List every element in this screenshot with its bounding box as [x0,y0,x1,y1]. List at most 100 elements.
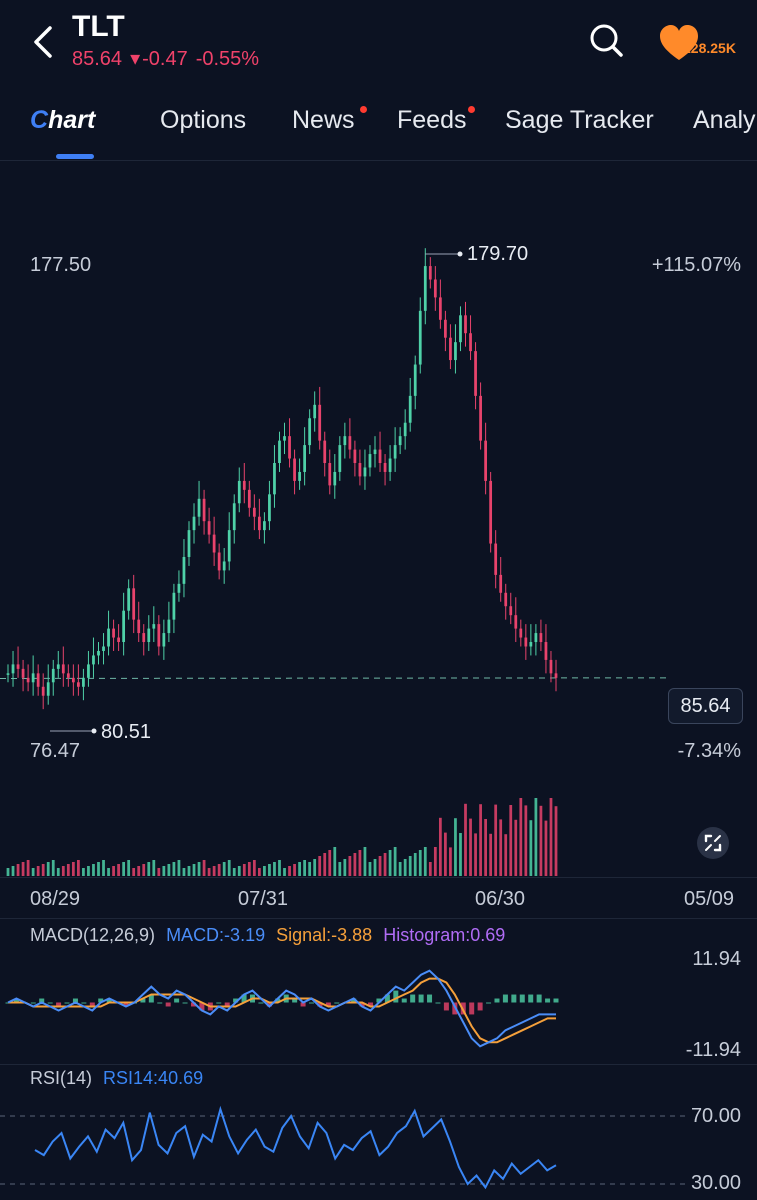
candle-body [237,480,241,504]
tab-bar: Chart Options News Feeds Sage Tracker An… [0,100,757,161]
candle-body [147,628,151,643]
candle-body [438,297,442,320]
candle-body [383,463,387,472]
volume-bar [6,868,10,876]
macd-histogram-bar [39,998,45,1003]
candle-body [283,436,286,441]
search-icon[interactable] [586,20,626,60]
macd-histogram-bar [275,998,281,1003]
price-chart[interactable] [0,0,757,890]
volume-bar [207,868,211,876]
volume-bar [51,860,55,876]
volume-bar [252,860,256,876]
candle-body [26,677,30,683]
tab-news[interactable]: News [292,106,355,134]
candle-body [41,686,45,696]
volume-bar [449,847,452,876]
tab-sage-tracker[interactable]: Sage Tracker [505,106,654,134]
volume-bar [373,859,377,876]
candle-body [127,588,131,611]
candle-body [353,449,357,464]
fullscreen-button[interactable] [697,827,729,859]
tab-feeds[interactable]: Feeds [397,106,467,134]
down-arrow-icon: ▾ [130,48,141,70]
volume-bar [137,866,141,876]
volume-bar [61,866,65,876]
heart-icon[interactable] [658,24,748,64]
macd-histogram-bar [56,1002,62,1007]
candle-body [36,673,40,687]
volume-bar [182,868,186,876]
volume-bar [107,868,110,876]
favorites-count: 128.25K [683,40,736,56]
volume-bar [92,864,95,876]
candle-body [388,458,392,472]
candle-body [373,449,377,455]
candle-body [112,628,115,638]
candle-body [142,633,146,643]
macd-legend: MACD(12,26,9) MACD:-3.19 Signal:-3.88 Hi… [30,925,505,946]
macd-histogram-bar [384,994,390,1003]
volume-bar [504,834,508,876]
macd-histogram-bar [469,1002,475,1015]
volume-bar [77,860,80,876]
macd-histogram-bar [98,998,104,1003]
macd-histogram-bar [199,1002,205,1011]
candle-body [413,364,417,396]
macd-histogram-bar [502,994,508,1003]
back-icon[interactable] [28,22,58,62]
candle-body [157,624,161,647]
last-price-tag: 85.64 [668,688,743,724]
candle-body [449,337,452,361]
candle-body [393,445,397,459]
candle-body [212,534,216,553]
volume-bar [333,847,337,876]
macd-value: MACD:-3.19 [166,925,266,945]
candle-body [433,279,437,298]
rsi-chart[interactable] [0,1090,757,1200]
feeds-badge-dot [468,106,475,113]
volume-bar [21,862,25,876]
candle-body [408,395,412,423]
macd-histogram-bar [351,998,357,1003]
candle-body [378,449,382,464]
volume-bar [142,864,146,876]
volume-bar [464,803,467,876]
x-tick-2: 07/31 [238,888,289,910]
candle-body [66,673,70,678]
candle-body [323,440,327,464]
volume-bar [227,860,231,876]
candle-body [263,521,266,531]
candle-body [428,266,432,280]
candle-body [338,445,342,472]
volume-bar [242,864,246,876]
candle-body [554,673,558,678]
volume-bar [428,862,432,876]
tab-analysis[interactable]: Analy [693,106,756,134]
macd-histogram-bar [368,1002,374,1007]
tab-chart[interactable]: Chart [30,106,95,135]
volume-bar [102,860,105,876]
candle-body [464,315,467,334]
candle-body [303,445,307,472]
candle-body [122,610,126,643]
macd-histogram-bar [89,1002,95,1007]
macd-histogram-bar [401,998,407,1003]
candle-body [192,516,196,531]
candle-body [87,664,90,678]
macd-chart[interactable] [0,950,757,1070]
volume-bar [303,860,307,876]
macd-histogram-bar [494,998,500,1003]
macd-histogram-bar [359,1002,365,1007]
volume-bar [293,864,296,876]
candle-body [328,463,332,486]
candle-body [308,418,312,446]
macd-histogram-bar [300,1002,306,1007]
volume-bar [122,862,126,876]
volume-bar [177,860,181,876]
tab-options[interactable]: Options [160,106,247,134]
volume-bar [534,798,538,876]
candle-body [423,266,427,311]
macd-histogram-bar [376,998,382,1003]
candle-body [403,422,407,437]
